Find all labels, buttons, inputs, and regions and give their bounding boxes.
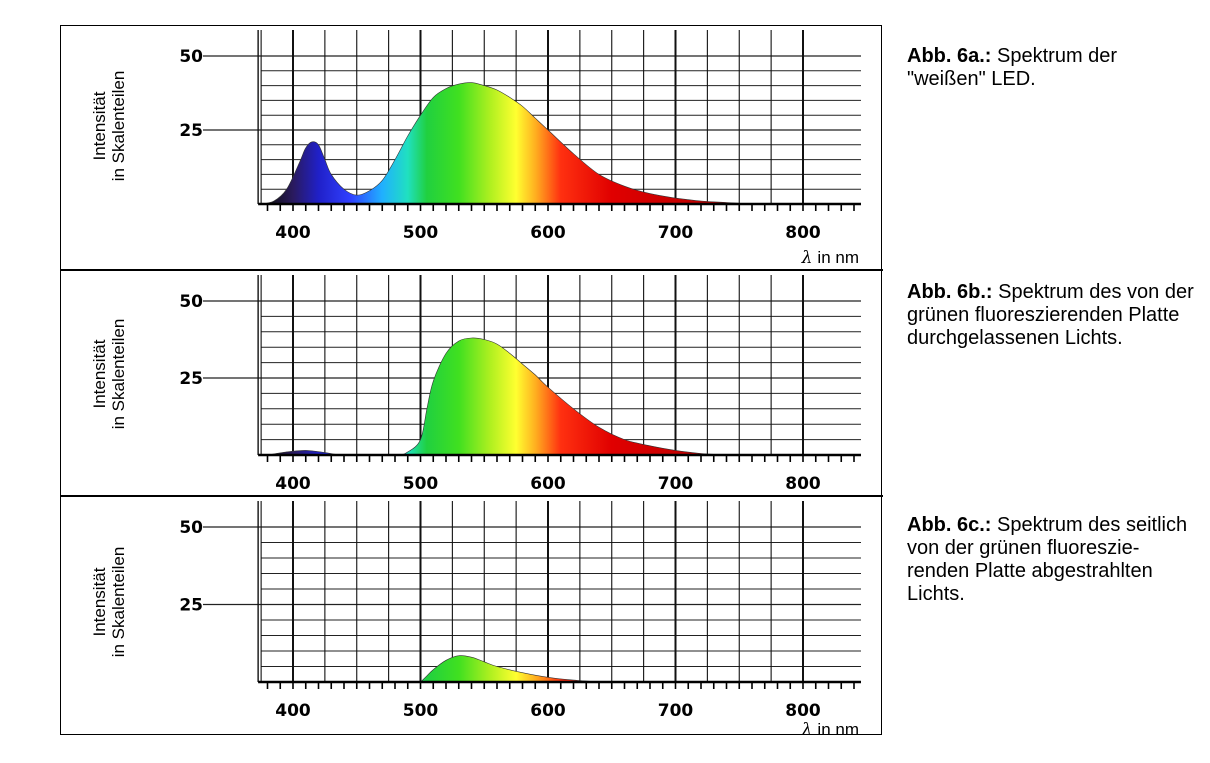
y-axis-label-line1: Intensität bbox=[90, 567, 109, 636]
x-tick-label-600: 600 bbox=[530, 223, 566, 243]
y-tick-label-25: 25 bbox=[179, 121, 203, 141]
spectrum-chart-6c: 400 500 600 700 800 50 25 λ in nm Intensität in Sk… bbox=[90, 501, 861, 736]
y-tick-label-50: 50 bbox=[179, 47, 203, 67]
x-tick-label-400: 400 bbox=[275, 474, 311, 494]
y-axis-label-line2: in Skalenteilen bbox=[109, 71, 128, 182]
caption-6b-text: Spektrum des von der grünen fluoresziere… bbox=[907, 281, 1194, 349]
y-tick-label-25: 25 bbox=[179, 369, 203, 389]
caption-6c-text: Spektrum des seitlich von der grünen flu… bbox=[907, 514, 1188, 605]
caption-6c: Abb. 6c.: Spektrum des seitlich von der … bbox=[907, 514, 1197, 606]
x-tick-label-600: 600 bbox=[530, 474, 566, 494]
x-tick-label-500: 500 bbox=[403, 223, 439, 243]
y-axis-label-line1: Intensität bbox=[90, 91, 109, 160]
caption-6c-label: Abb. 6c.: bbox=[907, 514, 992, 536]
x-tick-label-800: 800 bbox=[785, 474, 821, 494]
y-axis-label-line2: in Skalenteilen bbox=[109, 319, 128, 430]
figure-frame: 400 500 600 700 800 50 25 λ in nm Intensität in Sk… bbox=[60, 25, 883, 736]
x-tick-label-700: 700 bbox=[658, 701, 694, 721]
spectrum-panel-6c: 400 500 600 700 800 50 25 λ in nm Intensität in Sk… bbox=[61, 497, 881, 736]
caption-6a-label: Abb. 6a.: bbox=[907, 45, 992, 67]
caption-6a-text: Spektrum der "weißen" LED. bbox=[907, 45, 1118, 90]
x-axis bbox=[258, 680, 861, 689]
x-axis bbox=[258, 202, 861, 211]
x-axis-unit-label: λ in nm bbox=[801, 720, 859, 736]
x-axis bbox=[258, 453, 861, 462]
x-tick-label-600: 600 bbox=[530, 701, 566, 721]
x-tick-label-800: 800 bbox=[785, 701, 821, 721]
spectrum-area bbox=[267, 337, 727, 456]
spectrum-area bbox=[261, 82, 753, 205]
x-tick-label-500: 500 bbox=[403, 474, 439, 494]
caption-6b-label: Abb. 6b.: bbox=[907, 281, 993, 303]
caption-6b: Abb. 6b.: Spektrum des von der grünen fl… bbox=[907, 281, 1197, 350]
y-tick-label-25: 25 bbox=[179, 596, 203, 616]
spectrum-chart-6a: 400 500 600 700 800 50 25 λ in nm Intensität in Sk… bbox=[61, 30, 883, 271]
grid bbox=[203, 501, 861, 682]
x-tick-label-700: 700 bbox=[658, 474, 694, 494]
y-tick-label-50: 50 bbox=[179, 292, 203, 312]
x-tick-label-700: 700 bbox=[658, 223, 694, 243]
y-axis-label-line1: Intensität bbox=[90, 339, 109, 408]
x-tick-label-400: 400 bbox=[275, 701, 311, 721]
caption-6a: Abb. 6a.: Spektrum der "weißen" LED. bbox=[907, 45, 1197, 91]
x-tick-label-800: 800 bbox=[785, 223, 821, 243]
spectrum-area bbox=[419, 655, 600, 683]
y-tick-label-50: 50 bbox=[179, 518, 203, 538]
x-axis-unit-label: λ in nm bbox=[801, 248, 859, 268]
y-axis-label-line2: in Skalenteilen bbox=[109, 547, 128, 658]
x-tick-label-400: 400 bbox=[275, 223, 311, 243]
spectrum-panel-6a: 400 500 600 700 800 50 25 λ in nm Intensität in Sk… bbox=[61, 26, 883, 271]
x-tick-label-500: 500 bbox=[403, 701, 439, 721]
